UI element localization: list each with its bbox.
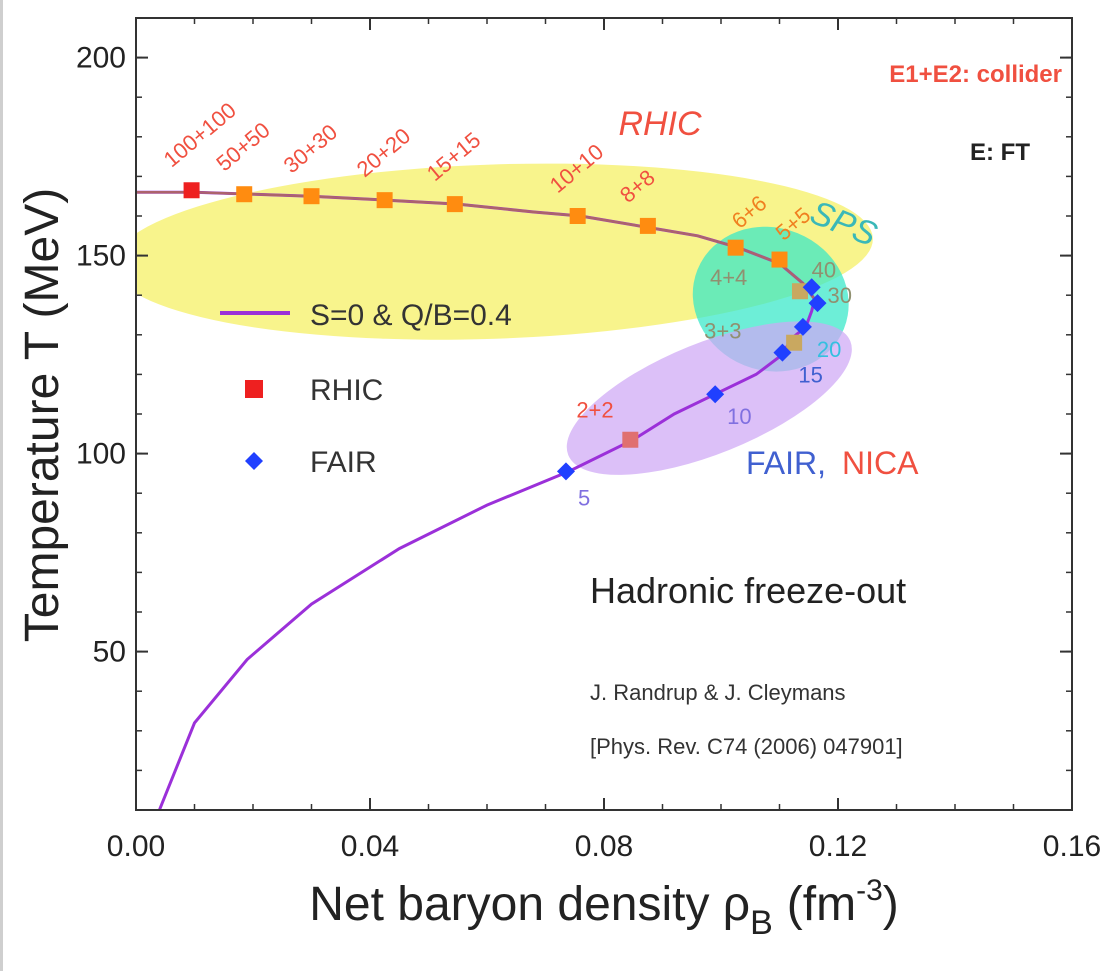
ft-note: E: FT [970, 139, 1030, 166]
rhic-marker [639, 217, 656, 234]
fair-point-label: 40 [812, 257, 836, 282]
legend-label-fair: FAIR [310, 446, 377, 479]
rhic-marker [786, 334, 803, 351]
fair-marker [706, 385, 725, 404]
fair-point-label: 15 [798, 363, 822, 388]
x-axis-title-close: ) [883, 878, 899, 931]
rhic-marker [183, 182, 200, 199]
fair-point-label: 5 [578, 485, 590, 510]
rhic-marker [771, 251, 788, 268]
fair-point-label: 20 [817, 337, 841, 362]
x-axis-title-exp: -3 [856, 874, 883, 907]
x-axis-title-sub: B [750, 904, 773, 942]
rhic-marker [376, 192, 393, 209]
legend-rhic-square-icon [245, 380, 263, 398]
rhic-point-label: 4+4 [710, 265, 747, 290]
reference-note: [Phys. Rev. C74 (2006) 047901] [590, 734, 903, 759]
fair-marker [802, 278, 821, 297]
x-axis-title-main: Net baryon density ρ [309, 878, 750, 931]
rhic-point-label: 30+30 [279, 119, 342, 178]
legend-label-rhic: RHIC [310, 374, 383, 407]
fair-marker [773, 343, 792, 362]
chart-title: Hadronic freeze-out [590, 570, 906, 611]
x-tick-label: 0.12 [809, 830, 867, 863]
rhic-point-label: 3+3 [704, 319, 741, 344]
rhic-marker [622, 431, 639, 448]
y-tick-label: 100 [76, 438, 126, 471]
fair-marker [808, 294, 827, 313]
rhic-marker [303, 188, 320, 205]
legend-fair-diamond-icon [245, 452, 263, 470]
x-tick-label: 0.00 [107, 830, 165, 863]
x-axis-title: Net baryon density ρB (fm-3) [309, 874, 899, 942]
region-ellipse-rhic [136, 163, 873, 340]
legend-label-curve: S=0 & Q/B=0.4 [310, 299, 512, 332]
rhic-marker [727, 239, 744, 256]
rhic-region-label: RHIC [618, 105, 702, 143]
fair-region-label: FAIR, [746, 445, 826, 481]
x-tick-label: 0.04 [341, 830, 399, 863]
y-axis-title: Temperature T (MeV) [16, 188, 69, 642]
x-axis-title-unit: (fm [787, 878, 856, 931]
collider-note: E1+E2: collider [889, 61, 1062, 88]
tick-labels: 0.00 0.04 0.08 0.12 0.16 50 100 150 200 [76, 42, 1101, 863]
y-tick-label: 200 [76, 42, 126, 75]
y-tick-label: 50 [93, 636, 126, 669]
fair-marker [556, 462, 575, 481]
rhic-marker [569, 208, 586, 224]
rhic-marker [236, 186, 253, 203]
axis-ticks [135, 17, 1073, 811]
rhic-point-label: 2+2 [576, 398, 613, 423]
authors-note: J. Randrup & J. Cleymans [590, 680, 846, 705]
left-border [0, 0, 3, 971]
rhic-marker [446, 196, 463, 213]
nica-region-label: NICA [842, 445, 919, 481]
fair-point-label: 30 [828, 283, 852, 308]
x-tick-label: 0.16 [1043, 830, 1101, 863]
x-tick-label: 0.08 [575, 830, 633, 863]
fair-marker [793, 317, 812, 336]
fair-point-label: 10 [727, 404, 751, 429]
y-tick-label: 150 [76, 240, 126, 273]
legend: S=0 & Q/B=0.4 RHIC FAIR [220, 299, 512, 479]
